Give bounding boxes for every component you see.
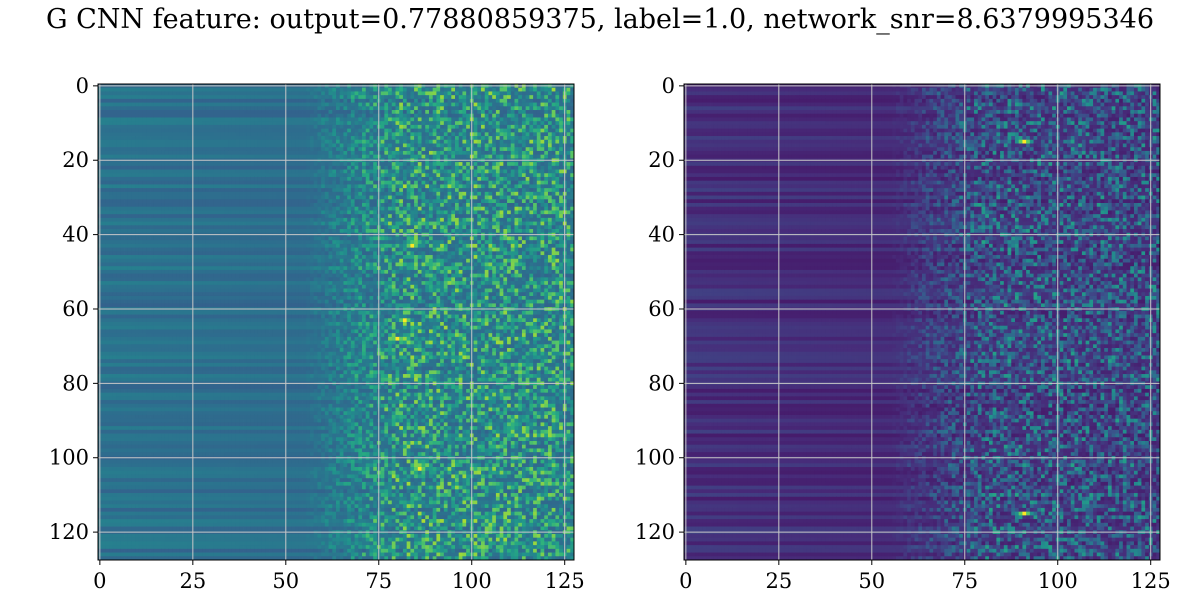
y-tick-label: 60 — [62, 297, 89, 321]
heatmap-left: 0 25 50 75 100 125 0 20 40 60 80 100 120 — [49, 74, 585, 593]
x-tick-label: 50 — [858, 569, 885, 593]
x-tick-label: 100 — [452, 569, 492, 593]
x-tick-label: 125 — [545, 569, 585, 593]
x-tick-label: 75 — [951, 569, 978, 593]
x-tick-label: 125 — [1131, 569, 1171, 593]
y-tick-label: 0 — [76, 74, 89, 98]
x-tick-label: 75 — [365, 569, 392, 593]
y-tick-label: 0 — [662, 74, 675, 98]
y-tick-label: 40 — [62, 223, 89, 247]
y-tick-label: 20 — [62, 148, 89, 172]
y-tick-label: 60 — [648, 297, 675, 321]
y-tick-label: 40 — [648, 223, 675, 247]
y-tick-label: 100 — [635, 446, 675, 470]
y-tick-label: 20 — [648, 148, 675, 172]
y-tick-label: 80 — [62, 371, 89, 395]
y-tick-label: 120 — [49, 520, 89, 544]
y-tick-label: 80 — [648, 371, 675, 395]
x-tick-label: 25 — [765, 569, 792, 593]
x-tick-label: 25 — [179, 569, 206, 593]
y-tick-label: 100 — [49, 446, 89, 470]
x-tick-label: 0 — [93, 569, 106, 593]
y-tick-label: 120 — [635, 520, 675, 544]
heatmap-right: 0 25 50 75 100 125 0 20 40 60 80 100 120 — [635, 74, 1171, 593]
x-tick-label: 50 — [272, 569, 299, 593]
x-tick-label: 0 — [679, 569, 692, 593]
x-tick-label: 100 — [1038, 569, 1078, 593]
